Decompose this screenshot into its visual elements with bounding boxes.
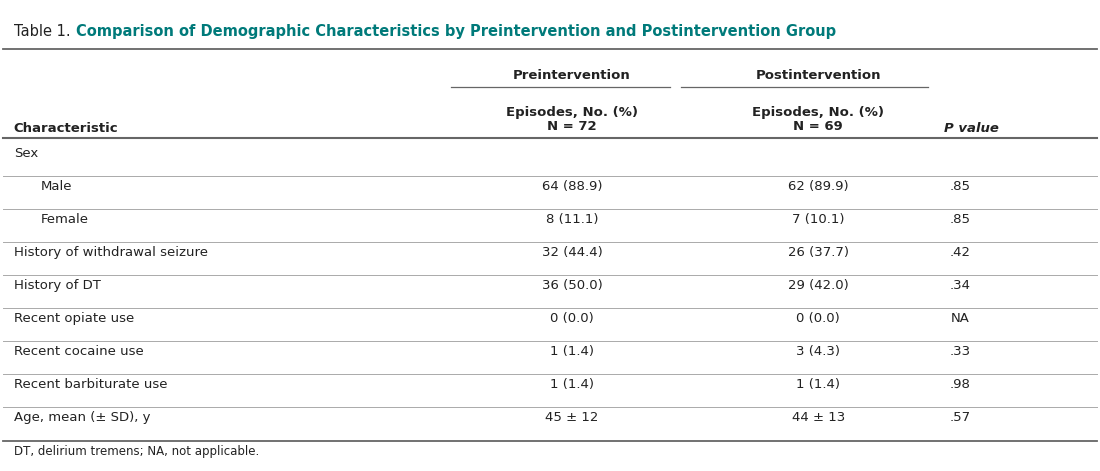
Text: Female: Female [41,213,89,226]
Text: History of withdrawal seizure: History of withdrawal seizure [13,246,208,259]
Text: Male: Male [41,180,73,193]
Text: Postintervention: Postintervention [756,69,881,82]
Text: P value: P value [944,122,999,135]
Text: 36 (50.0): 36 (50.0) [541,279,603,292]
Text: 8 (11.1): 8 (11.1) [546,213,598,226]
Text: NA: NA [952,312,970,325]
Text: .33: .33 [950,345,971,358]
Text: DT, delirium tremens; NA, not applicable.: DT, delirium tremens; NA, not applicable… [13,445,258,458]
Text: 3 (4.3): 3 (4.3) [796,345,840,358]
Text: .85: .85 [950,213,971,226]
Text: 7 (10.1): 7 (10.1) [792,213,845,226]
Text: 44 ± 13: 44 ± 13 [792,412,845,424]
Text: Age, mean (± SD), y: Age, mean (± SD), y [13,412,151,424]
Text: 0 (0.0): 0 (0.0) [796,312,840,325]
Text: Recent opiate use: Recent opiate use [13,312,134,325]
Text: .57: .57 [950,412,971,424]
Text: 64 (88.9): 64 (88.9) [541,180,602,193]
Text: 1 (1.4): 1 (1.4) [550,378,594,391]
Text: N = 69: N = 69 [793,120,843,133]
Text: Characteristic: Characteristic [13,122,119,135]
Text: 29 (42.0): 29 (42.0) [788,279,848,292]
Text: Recent barbiturate use: Recent barbiturate use [13,378,167,391]
Text: 0 (0.0): 0 (0.0) [550,312,594,325]
Text: .42: .42 [950,246,971,259]
Text: 45 ± 12: 45 ± 12 [546,412,598,424]
Text: Preintervention: Preintervention [513,69,630,82]
Text: Episodes, No. (%): Episodes, No. (%) [752,106,884,119]
Text: Recent cocaine use: Recent cocaine use [13,345,143,358]
Text: 1 (1.4): 1 (1.4) [550,345,594,358]
Text: 26 (37.7): 26 (37.7) [788,246,848,259]
Text: Table 1.: Table 1. [13,24,75,39]
Text: History of DT: History of DT [13,279,100,292]
Text: Sex: Sex [13,147,39,160]
Text: Episodes, No. (%): Episodes, No. (%) [506,106,638,119]
Text: .98: .98 [950,378,971,391]
Text: 1 (1.4): 1 (1.4) [796,378,840,391]
Text: Comparison of Demographic Characteristics by Preintervention and Postinterventio: Comparison of Demographic Characteristic… [76,24,836,39]
Text: .85: .85 [950,180,971,193]
Text: N = 72: N = 72 [547,120,596,133]
Text: 62 (89.9): 62 (89.9) [788,180,848,193]
Text: .34: .34 [950,279,971,292]
Text: 32 (44.4): 32 (44.4) [541,246,603,259]
